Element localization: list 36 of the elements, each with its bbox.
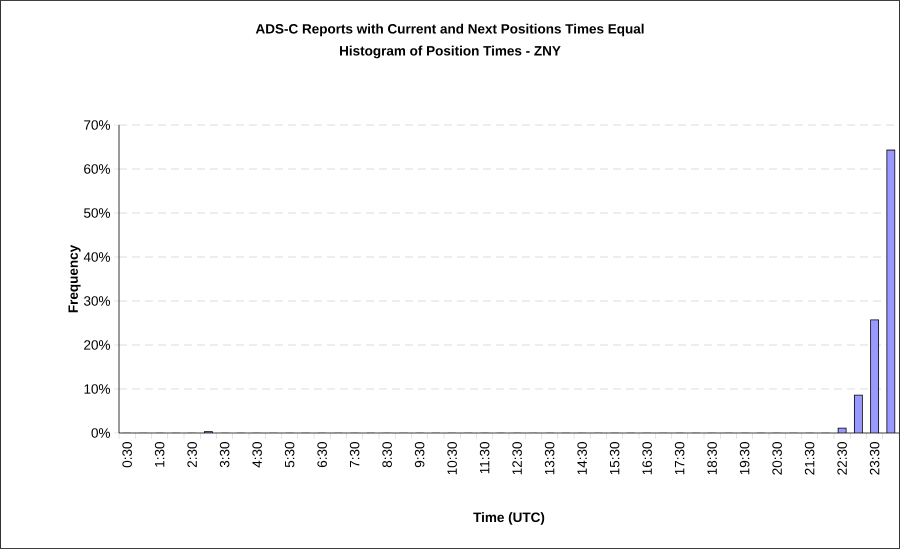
x-tick-label: 10:30	[447, 442, 457, 474]
x-tick-label: 18:30	[707, 442, 717, 474]
x-tick-label: 17:30	[674, 442, 684, 474]
x-tick-label: 4:30	[252, 442, 262, 468]
y-tick-label: 10%	[84, 384, 110, 394]
y-tick-label: 60%	[84, 164, 110, 174]
x-tick-label: 11:30	[480, 442, 490, 474]
x-tick-label: 7:30	[350, 442, 360, 468]
x-tick-label: 8:30	[382, 442, 392, 468]
x-tick-label: 19:30	[740, 442, 750, 474]
x-tick-label: 12:30	[512, 442, 522, 474]
y-tick-label: 0%	[92, 428, 110, 438]
x-tick-label: 0:30	[122, 442, 132, 468]
y-tick-label: 30%	[84, 296, 110, 306]
x-tick-label: 6:30	[317, 442, 327, 468]
y-tick-label: 20%	[84, 340, 110, 350]
y-tick-label: 70%	[84, 120, 110, 130]
x-tick-label: 20:30	[772, 442, 782, 475]
x-tick-label: 23:30	[870, 442, 880, 475]
x-tick-label: 9:30	[414, 442, 424, 468]
x-tick-label: 21:30	[804, 442, 814, 475]
x-tick-label: 16:30	[642, 442, 652, 474]
x-tick-label: 2:30	[187, 442, 197, 468]
x-tick-label: 3:30	[220, 442, 230, 468]
y-tick-label: 50%	[84, 208, 110, 218]
x-tick-label: 5:30	[284, 442, 294, 468]
x-tick-label: 14:30	[577, 442, 587, 474]
y-axis-title: Frequency	[68, 244, 81, 312]
x-tick-label: 15:30	[610, 442, 620, 474]
y-tick-label: 40%	[84, 252, 110, 262]
x-tick-label: 13:30	[544, 442, 554, 474]
chart-subtitle: Histogram of Position Times - ZNY	[340, 46, 561, 58]
x-tick-label: 22:30	[837, 442, 847, 475]
x-tick-label: 1:30	[154, 442, 164, 467]
chart-title: ADS-C Reports with Current and Next Positions Times Equal	[256, 24, 644, 36]
x-axis-title: Time (UTC)	[473, 512, 544, 525]
